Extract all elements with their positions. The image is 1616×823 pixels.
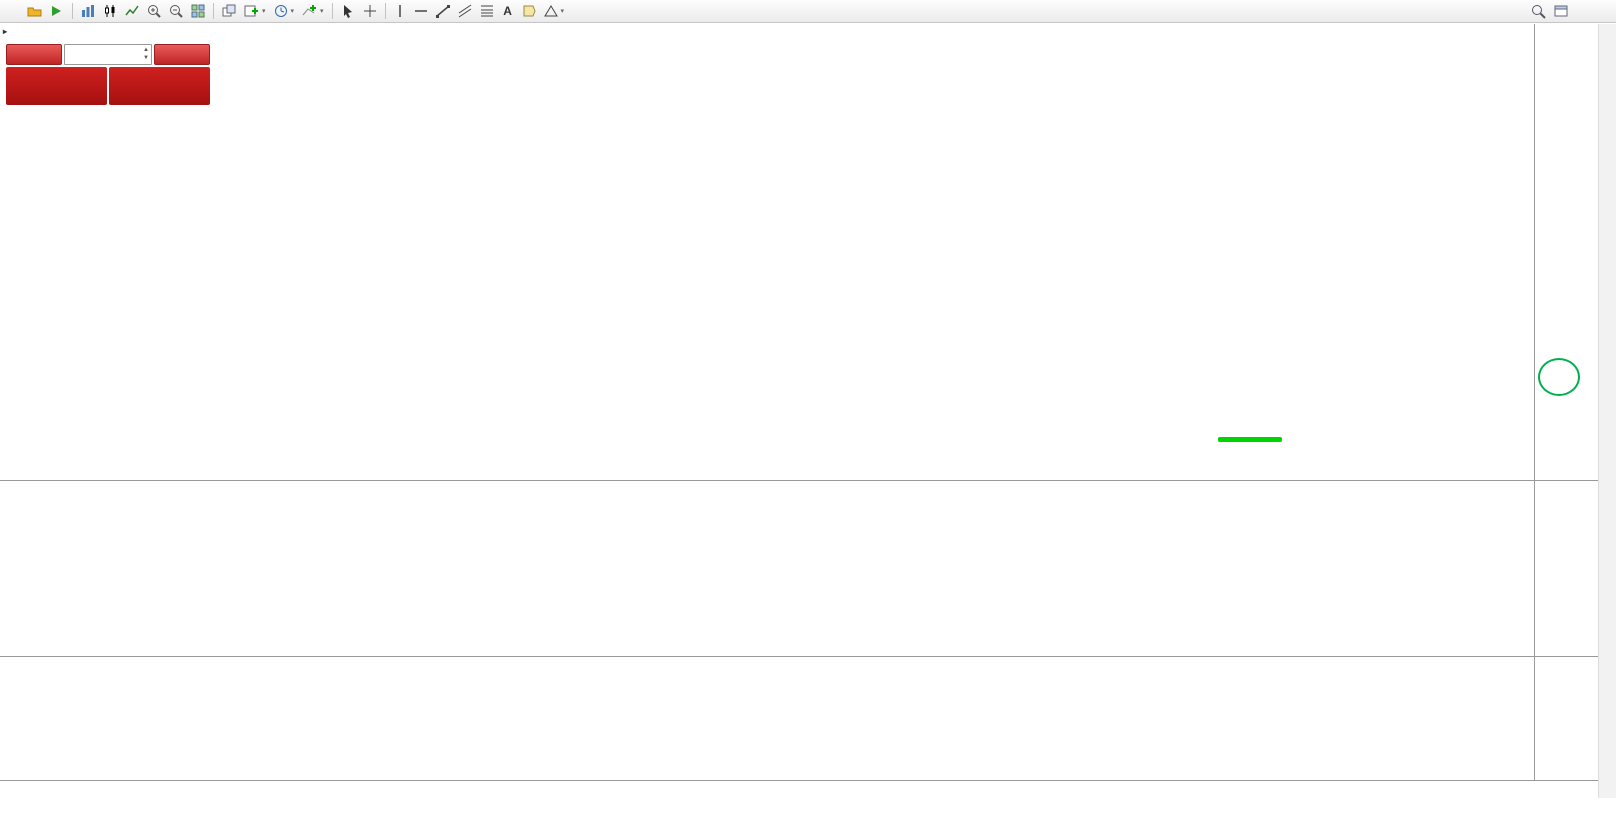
trendline-button[interactable] bbox=[432, 1, 454, 21]
label-tool-button[interactable] bbox=[518, 1, 540, 21]
dropdown-caret-icon: ▾ bbox=[262, 8, 266, 15]
cursor-button[interactable] bbox=[337, 1, 359, 21]
toolbar-separator bbox=[384, 3, 386, 19]
folder-icon bbox=[27, 7, 42, 17]
dropdown-caret-icon: ▾ bbox=[320, 8, 324, 15]
collapse-arrow-icon[interactable]: ▸ bbox=[3, 27, 8, 36]
price-axis-border bbox=[1534, 24, 1535, 780]
green-ellipse-drawing[interactable] bbox=[1538, 358, 1580, 396]
toolbar-separator bbox=[213, 3, 214, 19]
fibonacci-button[interactable] bbox=[476, 1, 498, 21]
shapes-button[interactable]: ▾ bbox=[540, 1, 569, 21]
horizontal-line-button[interactable] bbox=[410, 1, 432, 21]
line-chart-button[interactable] bbox=[121, 1, 143, 21]
lot-spinner[interactable]: ▲ ▼ bbox=[143, 46, 149, 62]
window-layout-icon bbox=[1554, 5, 1568, 17]
chart-window-button[interactable] bbox=[23, 1, 46, 21]
zoom-out-icon bbox=[170, 5, 183, 18]
zoom-in-button[interactable] bbox=[143, 1, 165, 21]
crosshair-button[interactable] bbox=[359, 1, 381, 21]
spinner-down-icon[interactable]: ▼ bbox=[143, 55, 149, 61]
new-chart-icon bbox=[244, 5, 258, 17]
window-layout-button[interactable] bbox=[1550, 1, 1573, 21]
channel-button[interactable] bbox=[454, 1, 476, 21]
label-icon bbox=[523, 5, 536, 17]
toolbar-separator bbox=[331, 3, 333, 19]
crosshair-icon bbox=[363, 5, 376, 17]
search-button[interactable] bbox=[1527, 1, 1550, 21]
horizontal-line-icon bbox=[414, 10, 427, 12]
vertical-line-icon bbox=[398, 5, 401, 17]
clock-icon bbox=[274, 5, 287, 17]
dropdown-caret-icon: ▾ bbox=[290, 8, 295, 15]
buy-button[interactable] bbox=[154, 44, 210, 65]
zoom-out-button[interactable] bbox=[165, 1, 187, 21]
tile-windows-icon bbox=[191, 4, 205, 18]
text-tool-button[interactable]: A bbox=[503, 4, 512, 18]
indicators-icon bbox=[302, 5, 317, 16]
new-order-button[interactable] bbox=[3, 1, 23, 21]
sell-button[interactable] bbox=[6, 44, 62, 65]
new-chart-button[interactable]: ▾ bbox=[240, 1, 270, 21]
cascade-windows-button[interactable] bbox=[218, 1, 240, 21]
fibonacci-icon bbox=[480, 5, 493, 17]
main-toolbar: ▾ ▾ ▾ A bbox=[0, 0, 1616, 23]
shapes-icon bbox=[543, 5, 558, 17]
indicators-button[interactable]: ▾ bbox=[298, 1, 328, 21]
period-button[interactable]: ▾ bbox=[270, 1, 299, 21]
zoom-in-icon bbox=[148, 5, 161, 18]
search-icon bbox=[1532, 4, 1546, 19]
right-scroll-strip[interactable] bbox=[1598, 24, 1616, 798]
vertical-line-button[interactable] bbox=[390, 1, 410, 21]
candlestick-chart-button[interactable] bbox=[99, 1, 121, 21]
candlestick-icon bbox=[105, 5, 115, 17]
buy-price-display[interactable] bbox=[109, 67, 210, 105]
autotrading-button[interactable] bbox=[46, 1, 68, 21]
macd-panel-divider[interactable] bbox=[0, 480, 1598, 481]
spinner-up-icon[interactable]: ▲ bbox=[143, 47, 149, 53]
bar-chart-icon bbox=[82, 5, 94, 17]
one-click-trading-panel: ▲ ▼ bbox=[6, 44, 210, 105]
tile-windows-button[interactable] bbox=[187, 1, 209, 21]
green-highlight-segment[interactable] bbox=[1218, 437, 1282, 442]
sell-price-display[interactable] bbox=[6, 67, 107, 105]
channel-icon bbox=[458, 4, 471, 18]
cursor-icon bbox=[343, 5, 352, 18]
cascade-windows-icon bbox=[222, 4, 236, 17]
lot-size-field[interactable]: ▲ ▼ bbox=[64, 44, 152, 65]
line-chart-icon bbox=[125, 5, 139, 16]
chart-title: ▸ bbox=[3, 27, 39, 36]
toolbar-separator bbox=[72, 3, 73, 19]
rsi-panel-divider[interactable] bbox=[0, 656, 1598, 657]
trendline-icon bbox=[435, 5, 450, 18]
time-axis-divider bbox=[0, 780, 1598, 781]
play-icon bbox=[52, 6, 61, 16]
bar-chart-button[interactable] bbox=[77, 1, 99, 21]
dropdown-caret-icon: ▾ bbox=[560, 8, 565, 15]
